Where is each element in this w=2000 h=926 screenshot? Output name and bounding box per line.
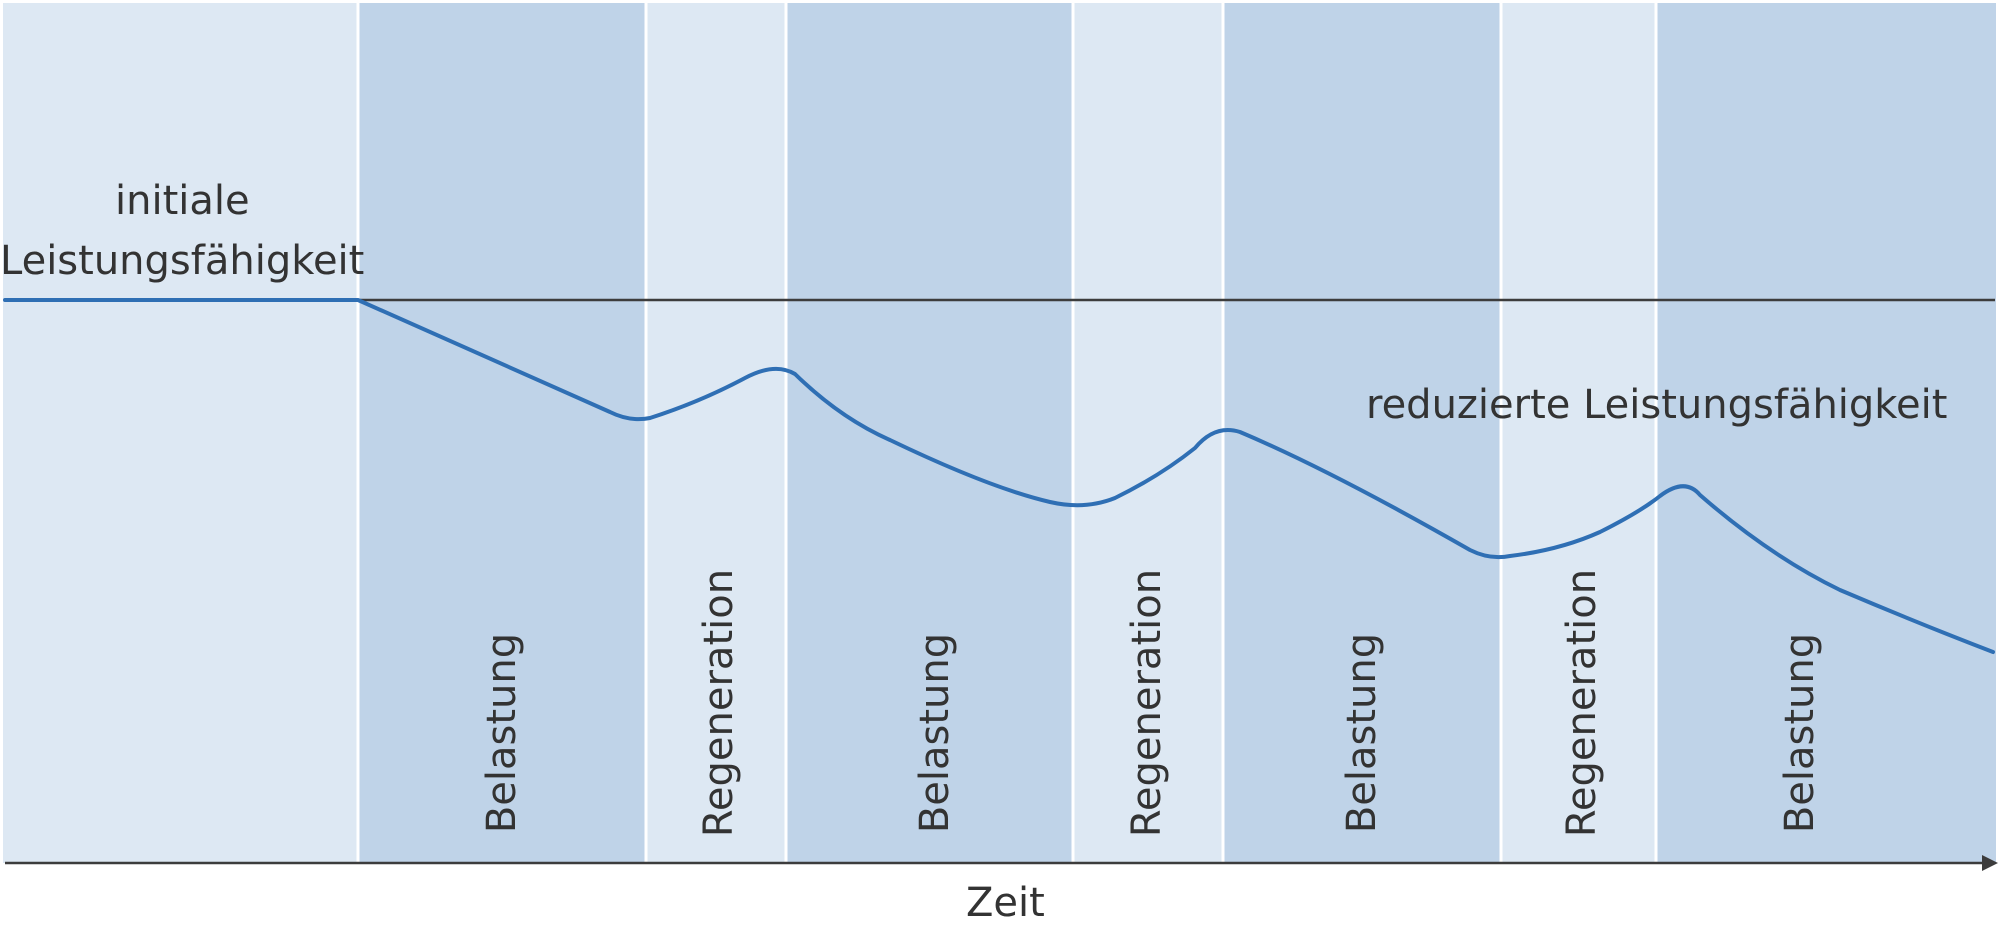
phase-label-regeneration-1: Regeneration: [696, 568, 742, 838]
initial-performance-label-line2: Leistungsfähigkeit: [0, 238, 365, 284]
phase-label-regeneration-2: Regeneration: [1124, 568, 1170, 838]
time-axis-arrowhead: [1982, 855, 1998, 871]
phase-band-regeneration-3: [1501, 3, 1656, 863]
phase-label-belastung-2: Belastung: [912, 632, 958, 834]
phase-label-belastung-3: Belastung: [1339, 632, 1385, 834]
phase-band-belastung-2: [786, 3, 1073, 863]
phase-label-belastung-1: Belastung: [479, 632, 525, 834]
phase-band-regeneration-1: [646, 3, 786, 863]
phase-band-belastung-3: [1223, 3, 1501, 863]
reduced-performance-label: reduzierte Leistungsfähigkeit: [1366, 382, 1948, 428]
phase-dividers: [356, 3, 1658, 863]
initial-band: [3, 3, 358, 863]
initial-performance-label-line1: initiale: [115, 178, 250, 224]
phase-band-regeneration-2: [1073, 3, 1223, 863]
performance-curve: [3, 298, 1995, 654]
phase-label-belastung-4: Belastung: [1777, 632, 1823, 834]
phase-band-belastung-1: [358, 3, 646, 863]
phase-band-belastung-4: [1656, 3, 1996, 863]
time-axis-label: Zeit: [966, 880, 1045, 926]
phase-label-regeneration-3: Regeneration: [1559, 568, 1605, 838]
